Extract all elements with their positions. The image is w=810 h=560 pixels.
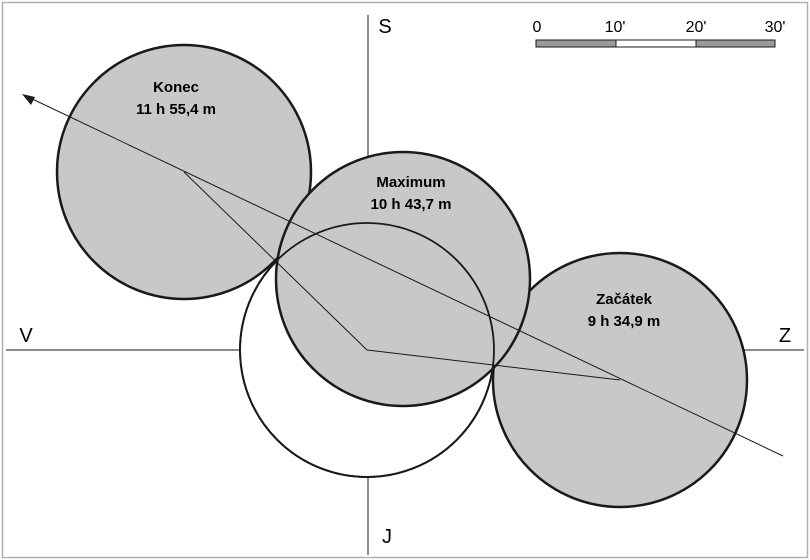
scale-tick-label: 0: [533, 19, 542, 36]
scale-tick-label: 30': [765, 19, 786, 36]
scale-segment: [695, 39, 776, 48]
direction-south: J: [382, 526, 392, 548]
direction-north: S: [378, 16, 391, 38]
scale-bar: 0 10' 20' 30': [533, 19, 786, 48]
end-time: 11 h 55,4 m: [136, 101, 216, 118]
end-label: Konec: [153, 79, 199, 96]
scale-tick-label: 20': [686, 19, 707, 36]
scale-segment: [615, 39, 697, 48]
sun-outline: [239, 222, 495, 478]
moon-path-line: [25, 95, 784, 457]
moon-path-arrow-icon: [22, 94, 35, 105]
max-label: Maximum: [376, 174, 445, 191]
moon-max-disc: [274, 150, 532, 408]
scale-segment: [535, 39, 617, 48]
max-time: 10 h 43,7 m: [371, 196, 452, 213]
start-time: 9 h 34,9 m: [588, 313, 661, 330]
scale-tick-label: 10': [605, 19, 626, 36]
direction-west: Z: [779, 325, 791, 347]
direction-east: V: [19, 325, 33, 347]
radius-line-start: [366, 349, 621, 381]
start-label: Začátek: [596, 291, 653, 308]
radius-line-end: [183, 171, 368, 351]
